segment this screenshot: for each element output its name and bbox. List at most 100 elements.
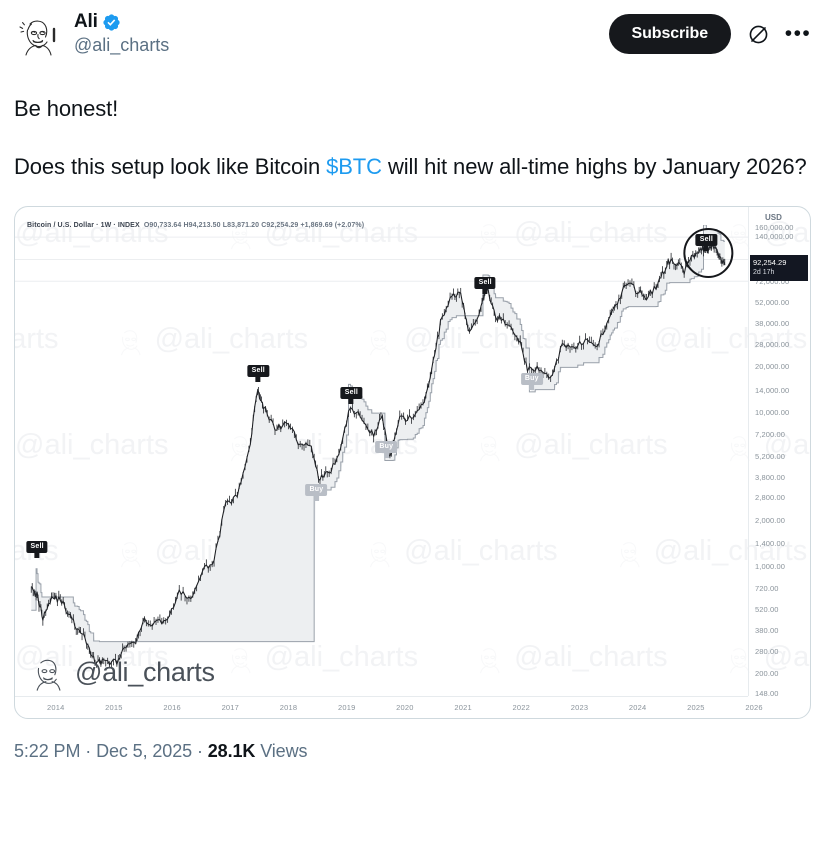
tweet-line-2-after: will hit new all-time highs by January 2… xyxy=(381,154,807,179)
price-tick: 160,000.00 xyxy=(755,223,794,233)
ohlc-open: 90,733.64 xyxy=(149,222,182,229)
time-tick: 2021 xyxy=(454,703,472,712)
price-tick: 7,200.00 xyxy=(755,430,785,440)
ohlc-low: 83,871.20 xyxy=(227,222,260,229)
account-names: Ali @ali_charts xyxy=(74,10,609,57)
watermark-tile: @ali_charts xyxy=(614,535,807,568)
post-time: 5:22 PM xyxy=(14,741,81,761)
price-tick: 720.00 xyxy=(755,583,779,593)
signal-marker-sell: Sell xyxy=(26,540,48,558)
signal-marker-buy: Buy xyxy=(520,372,543,390)
signal-label: Buy xyxy=(305,483,328,496)
signal-stem xyxy=(529,384,535,390)
post-date: Dec 5, 2025 xyxy=(96,741,193,761)
price-wicks xyxy=(30,240,726,668)
watermark-tile: @ali_charts xyxy=(225,217,418,250)
time-tick: 2020 xyxy=(396,703,414,712)
subscribe-button[interactable]: Subscribe xyxy=(608,14,731,54)
signal-marker-sell: Sell xyxy=(340,387,362,405)
price-axis-unit: USD xyxy=(765,213,782,222)
tweet-line-2: Does this setup look like Bitcoin $BTC w… xyxy=(14,152,811,181)
watermark-tile: @ali_charts xyxy=(724,641,810,674)
signal-label: Sell xyxy=(26,540,48,553)
watermark-tile: @ali_charts xyxy=(724,217,810,250)
chart-time-axis[interactable]: 2014 2015 2016 2017 2018 2019 2020 2021 2022 2023… xyxy=(15,696,763,718)
time-tick: 2024 xyxy=(628,703,647,712)
signal-label: Buy xyxy=(520,372,543,385)
ohlc-change-pct: (+2.07%) xyxy=(334,222,365,229)
chart-price-axis[interactable]: USD 160,000.00140,000.00100,000.0072,000… xyxy=(748,207,810,698)
signal-stem xyxy=(348,399,354,405)
header-actions: Subscribe ••• xyxy=(608,10,811,54)
views-label: Views xyxy=(260,741,308,761)
chart-gridlines xyxy=(15,236,748,282)
chart-image[interactable]: @ali_charts @ali_charts @ali_charts @ali_ch… xyxy=(14,206,811,719)
watermark-tile: @ali_charts xyxy=(614,323,807,356)
price-tick: 2,000.00 xyxy=(755,515,785,525)
time-tick: 2025 xyxy=(687,703,705,712)
avatar[interactable] xyxy=(14,11,63,60)
watermark-row: @ali_charts @ali_charts @ali_charts @ali_ch… xyxy=(15,217,810,250)
price-tick: 52,000.00 xyxy=(755,298,790,308)
signal-stem xyxy=(703,245,709,251)
signal-label: Buy xyxy=(375,441,398,454)
watermark-tile: @ali_charts xyxy=(474,641,668,674)
watermark-tile: @ali_charts xyxy=(364,323,558,356)
ohlc-high-label: H xyxy=(183,222,189,229)
chart-author-watermark: @ali_charts xyxy=(29,652,215,692)
watermark-tile: @ali_charts xyxy=(724,429,810,462)
more-options-icon[interactable]: ••• xyxy=(785,21,811,47)
watermark-tile: @ali_charts xyxy=(474,429,668,462)
time-tick: 2015 xyxy=(105,703,123,712)
time-tick: 2014 xyxy=(46,703,65,712)
time-tick: 2023 xyxy=(570,703,589,712)
price-tick: 380.00 xyxy=(755,626,779,636)
price-tick: 2,800.00 xyxy=(755,493,785,503)
signal-stem xyxy=(383,453,389,459)
signal-marker-buy: Buy xyxy=(305,483,328,501)
chart-interval: 1W xyxy=(100,222,112,229)
price-tick: 5,200.00 xyxy=(755,451,785,461)
ohlc-high: 94,213.50 xyxy=(188,222,221,229)
chart-ticker-header: Bitcoin / U.S. Dollar · 1W · INDEX O90,7… xyxy=(27,222,365,229)
tweet-header: Ali @ali_charts Subscribe ••• xyxy=(14,10,811,68)
price-tick: 200.00 xyxy=(755,669,779,679)
price-tick: 20,000.00 xyxy=(755,361,790,371)
watermark-tile: @ali_charts xyxy=(364,535,558,568)
current-price-badge: 92,254.29 2d 17h xyxy=(750,254,808,281)
price-tick: 72,000.00 xyxy=(755,276,790,286)
cashtag-btc[interactable]: $BTC xyxy=(326,154,382,179)
display-name: Ali xyxy=(74,11,98,32)
chart-exchange: INDEX xyxy=(117,222,140,229)
ohlc-low-label: L xyxy=(222,222,228,229)
signal-stem xyxy=(482,289,488,295)
watermark-tile: @ali_charts xyxy=(115,323,308,356)
time-tick: 2022 xyxy=(512,703,531,712)
price-tick: 1,400.00 xyxy=(755,539,785,549)
signal-label: Sell xyxy=(695,233,717,246)
watermark-handle: @ali_charts xyxy=(75,656,215,687)
time-tick: 2017 xyxy=(221,703,240,712)
views-count: 28.1K xyxy=(207,741,256,761)
watermark-tile: @ali_charts xyxy=(474,217,668,250)
price-tick: 1,000.00 xyxy=(755,561,785,571)
footer-sep-1: · xyxy=(85,741,92,761)
signal-marker-sell: Sell xyxy=(683,227,734,278)
supertrend-line xyxy=(31,225,725,643)
price-tick: 38,000.00 xyxy=(755,319,790,329)
chart-watermark-layer: @ali_charts @ali_charts @ali_charts @ali_ch… xyxy=(15,207,810,718)
watermark-avatar-icon xyxy=(36,659,61,691)
signal-label: Sell xyxy=(247,364,269,377)
grok-analyze-icon[interactable] xyxy=(745,21,771,47)
tweet-line-2-before: Does this setup look like Bitcoin xyxy=(14,154,327,179)
signal-stem xyxy=(34,552,40,558)
current-price-value: 92,254.29 xyxy=(753,257,787,267)
signal-marker-buy: Buy xyxy=(375,441,398,459)
watermark-row: @ali_charts @ali_charts @ali_charts @ali_ch… xyxy=(15,323,807,356)
price-tick: 10,000.00 xyxy=(755,408,790,418)
ohlc-close-label: C xyxy=(261,222,267,229)
price-tick: 280.00 xyxy=(755,646,779,656)
account-handle[interactable]: @ali_charts xyxy=(74,35,170,55)
price-tick: 520.00 xyxy=(755,605,779,615)
time-tick: 2016 xyxy=(163,703,181,712)
